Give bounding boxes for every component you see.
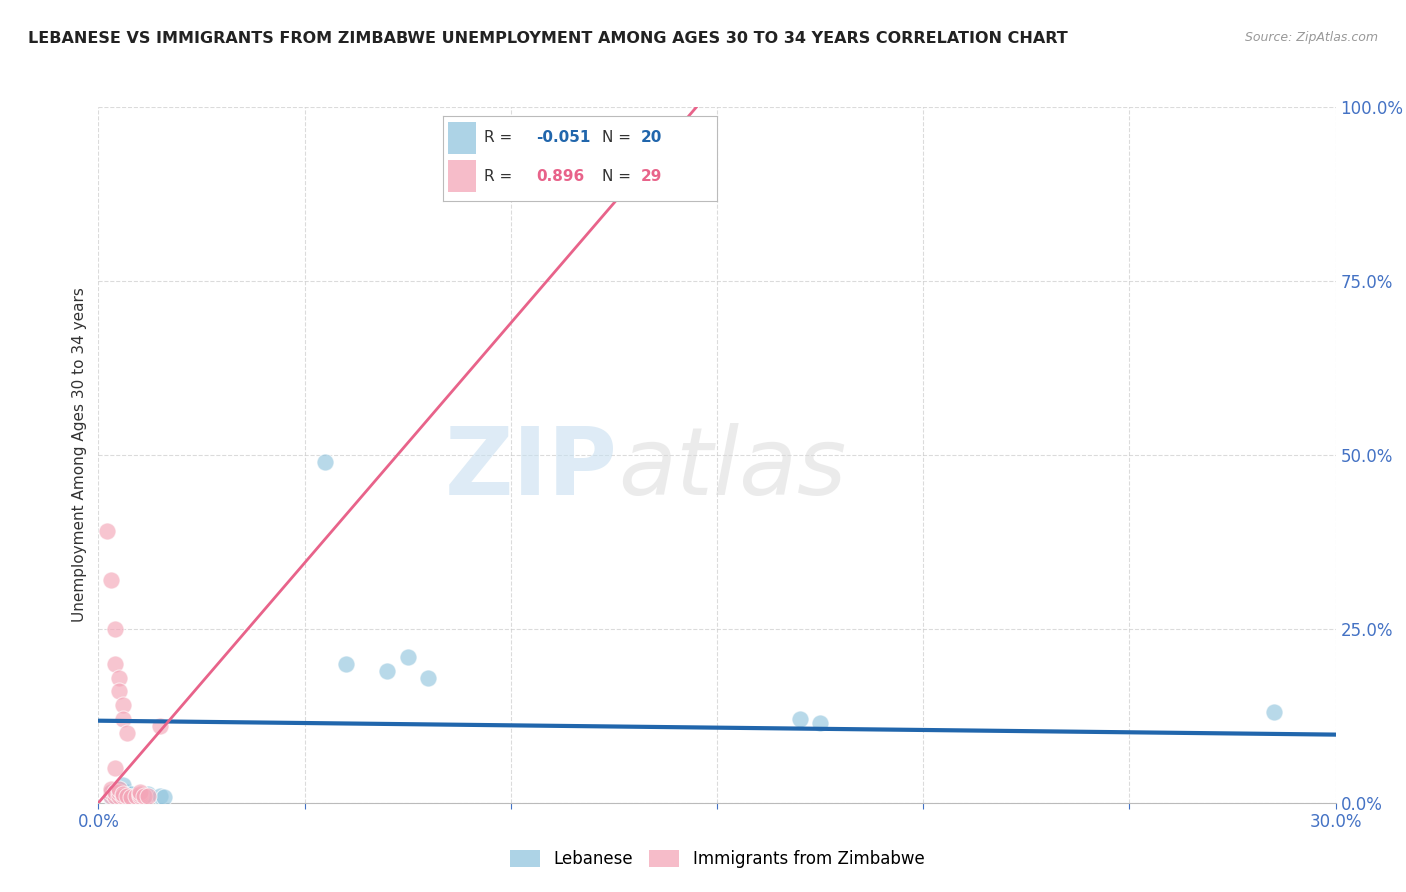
FancyBboxPatch shape	[449, 160, 475, 192]
Point	[100, 789, 122, 803]
Text: N =: N =	[602, 169, 631, 184]
Point	[153, 790, 176, 805]
Point	[120, 790, 142, 805]
Point	[136, 788, 159, 802]
FancyBboxPatch shape	[449, 122, 475, 154]
Point	[396, 649, 419, 664]
Point	[128, 785, 150, 799]
Point	[108, 671, 131, 685]
Point	[104, 657, 127, 671]
Point	[108, 785, 131, 799]
Text: 29: 29	[640, 169, 662, 184]
Point	[108, 684, 131, 698]
Text: R =: R =	[484, 169, 512, 184]
Text: atlas: atlas	[619, 424, 846, 515]
Point	[128, 789, 150, 803]
Text: -0.051: -0.051	[536, 130, 591, 145]
Text: Source: ZipAtlas.com: Source: ZipAtlas.com	[1244, 31, 1378, 45]
Point	[100, 573, 122, 587]
Point	[132, 789, 155, 803]
Point	[100, 790, 122, 805]
Point	[375, 664, 398, 678]
Point	[104, 789, 127, 803]
Point	[128, 788, 150, 802]
Point	[124, 789, 146, 803]
Point	[104, 622, 127, 636]
Point	[117, 789, 139, 803]
Point	[104, 785, 127, 799]
Point	[100, 781, 122, 796]
Point	[112, 778, 135, 792]
Point	[100, 785, 122, 799]
Point	[112, 789, 135, 803]
Point	[96, 524, 118, 539]
Point	[112, 712, 135, 726]
Point	[104, 790, 127, 805]
Point	[120, 788, 142, 802]
Text: 20: 20	[640, 130, 662, 145]
Point	[104, 761, 127, 775]
Text: 0.896: 0.896	[536, 169, 585, 184]
Point	[108, 789, 131, 803]
Point	[314, 455, 336, 469]
Point	[808, 715, 831, 730]
Point	[112, 789, 135, 803]
Point	[136, 789, 159, 803]
Point	[100, 785, 122, 799]
Point	[104, 789, 127, 803]
Point	[112, 698, 135, 713]
Point	[789, 712, 811, 726]
Point	[149, 789, 172, 803]
Point	[1263, 706, 1285, 720]
Point	[418, 671, 440, 685]
Text: N =: N =	[602, 130, 631, 145]
Point	[117, 726, 139, 740]
Y-axis label: Unemployment Among Ages 30 to 34 years: Unemployment Among Ages 30 to 34 years	[72, 287, 87, 623]
Point	[117, 785, 139, 799]
Legend: Lebanese, Immigrants from Zimbabwe: Lebanese, Immigrants from Zimbabwe	[503, 843, 931, 874]
Point	[108, 781, 131, 796]
Text: ZIP: ZIP	[446, 423, 619, 515]
Text: R =: R =	[484, 130, 512, 145]
Point	[108, 781, 131, 796]
Point	[112, 788, 135, 802]
Text: LEBANESE VS IMMIGRANTS FROM ZIMBABWE UNEMPLOYMENT AMONG AGES 30 TO 34 YEARS CORR: LEBANESE VS IMMIGRANTS FROM ZIMBABWE UNE…	[28, 31, 1069, 46]
Point	[335, 657, 357, 671]
Point	[149, 719, 172, 733]
